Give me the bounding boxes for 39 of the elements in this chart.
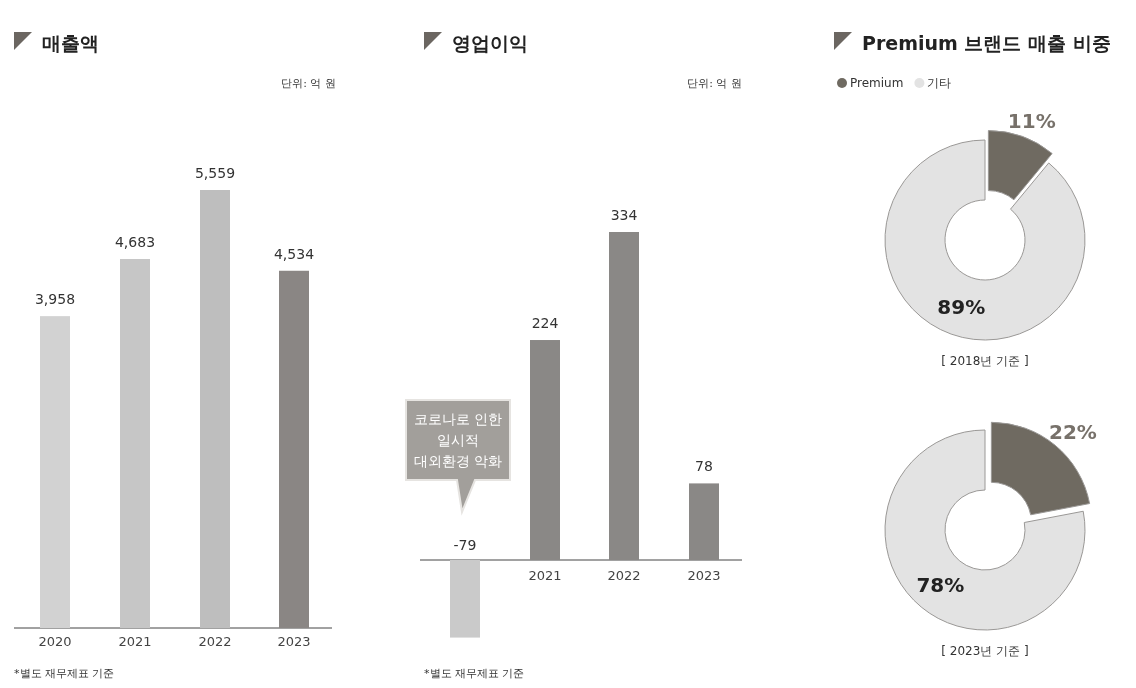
bar bbox=[40, 316, 70, 628]
chart-title: Premium 브랜드 매출 비중 bbox=[862, 32, 1111, 54]
text: *별도 재무제표 기준 bbox=[14, 667, 115, 680]
data-label: 3,958 bbox=[34, 291, 76, 308]
data-label: 22% bbox=[1049, 420, 1097, 445]
text: 단위: 억 원 bbox=[687, 77, 742, 90]
chart-title: 매출액 bbox=[42, 32, 99, 54]
x-tick-label: 2022 bbox=[607, 568, 641, 583]
annotation: 코로나로 인한 일시적 대외환경 악화 bbox=[413, 411, 503, 469]
bar bbox=[279, 270, 309, 628]
bar bbox=[689, 483, 719, 560]
data-label: 5,559 bbox=[194, 165, 236, 181]
x-tick-label: 2023 bbox=[277, 634, 311, 649]
chart-title: 영업이익 bbox=[452, 32, 528, 54]
data-label: 78% bbox=[916, 572, 965, 597]
data-label: 78 bbox=[695, 458, 713, 475]
data-label: 334 bbox=[610, 207, 638, 223]
bar bbox=[530, 340, 560, 560]
bar bbox=[609, 232, 639, 560]
data-label: 4,534 bbox=[273, 245, 315, 262]
data-label: 4,683 bbox=[114, 234, 156, 251]
data-label: -79 bbox=[453, 537, 477, 553]
data-label: 89% bbox=[937, 294, 986, 319]
legend-label: Premium bbox=[850, 76, 904, 90]
data-label: 11% bbox=[1007, 108, 1056, 133]
legend-label: 기타 bbox=[927, 76, 952, 90]
text: [ 2018년 기준 ] bbox=[941, 354, 1029, 368]
data-label: 224 bbox=[531, 315, 559, 332]
x-tick-label: 2021 bbox=[118, 634, 152, 649]
text: *별도 재무제표 기준 bbox=[424, 667, 525, 680]
bar bbox=[200, 190, 230, 628]
x-tick-label: 2023 bbox=[687, 568, 721, 583]
bar bbox=[120, 259, 150, 628]
text: 단위: 억 원 bbox=[281, 77, 336, 90]
x-tick-label: 2020 bbox=[38, 634, 72, 649]
text: [ 2023년 기준 ] bbox=[941, 644, 1029, 658]
x-tick-label: 2021 bbox=[528, 568, 562, 583]
x-tick-label: 2022 bbox=[198, 634, 232, 649]
bar bbox=[450, 560, 480, 638]
